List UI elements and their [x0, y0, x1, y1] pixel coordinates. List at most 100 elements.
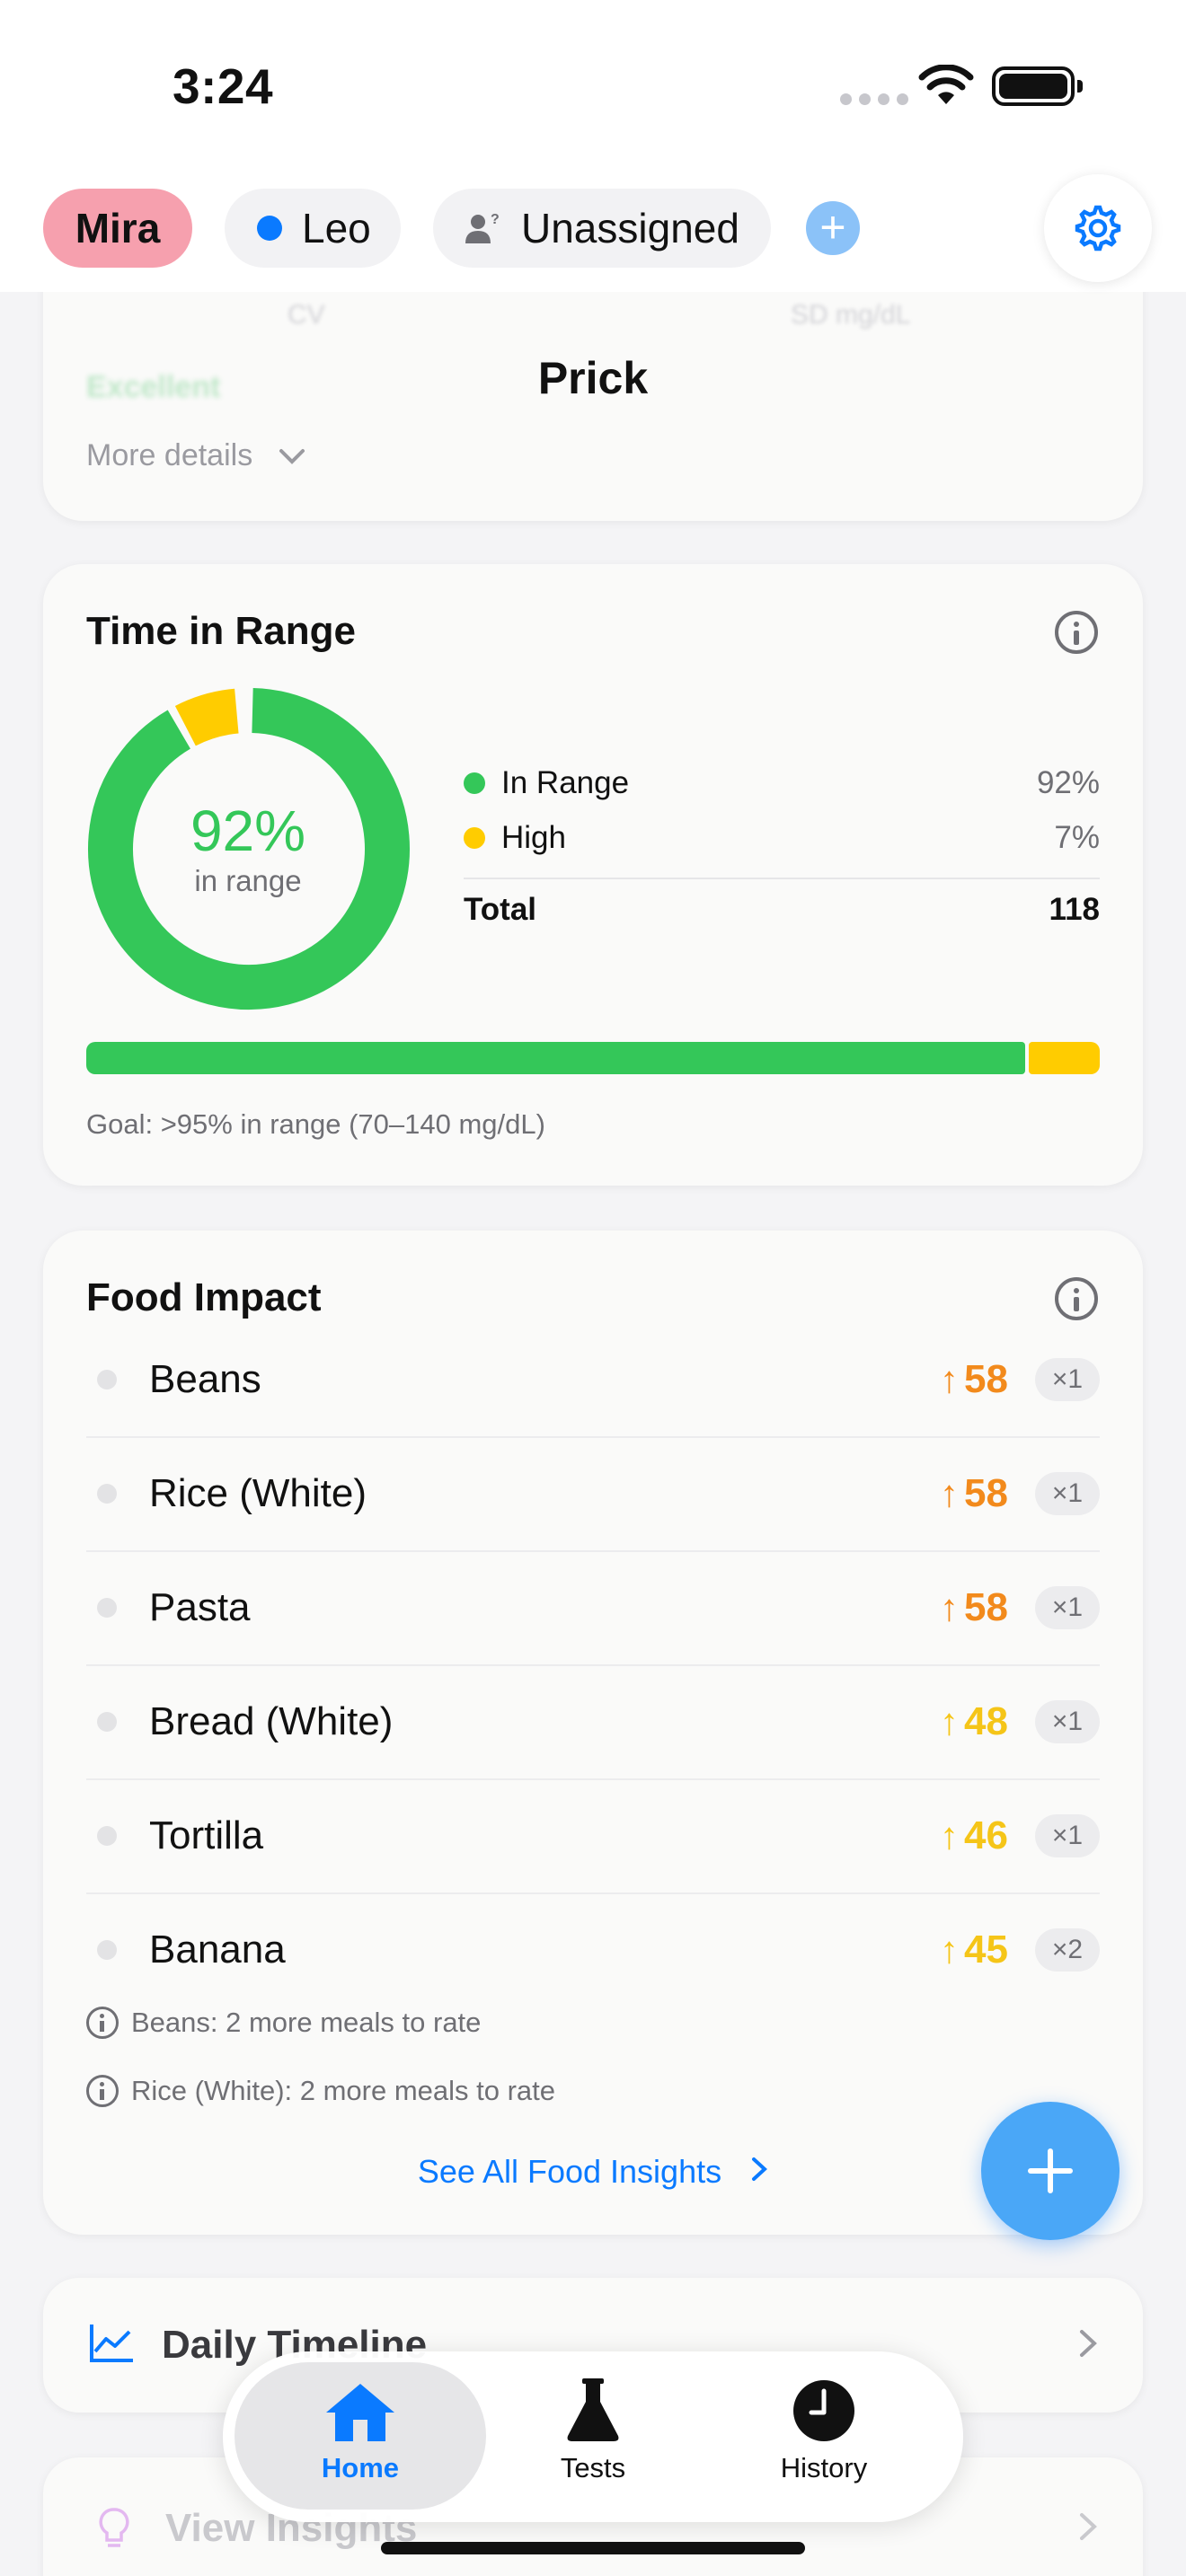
info-icon	[86, 2007, 119, 2039]
legend-value: 92%	[1036, 765, 1100, 800]
arrow-up-icon: ↑	[940, 1928, 960, 1971]
time-in-range-card	[43, 564, 1143, 1186]
arrow-up-icon: ↑	[940, 1471, 960, 1514]
add-entry-button[interactable]	[981, 2102, 1120, 2240]
arrow-up-icon: ↑	[940, 1699, 960, 1742]
rise-value: 58	[964, 1470, 1008, 1515]
unknown-person-icon: ?	[465, 212, 500, 243]
plus-icon	[1028, 2148, 1073, 2193]
cellular-signal-icon	[840, 93, 908, 105]
food-name: Banana	[149, 1927, 286, 1972]
food-bullet	[97, 1939, 117, 1960]
food-bullet	[97, 1597, 117, 1618]
gear-icon	[1075, 205, 1121, 251]
food-divider	[86, 1664, 1100, 1666]
settings-button[interactable]	[1044, 174, 1152, 282]
arrow-up-icon: ↑	[940, 1585, 960, 1628]
food-bullet	[97, 1483, 117, 1504]
battery-icon	[992, 66, 1083, 106]
info-icon[interactable]	[1055, 611, 1098, 654]
food-name: Rice (White)	[149, 1470, 367, 1515]
profile-chip-unassigned[interactable]: ? Unassigned	[433, 189, 771, 268]
food-item-row[interactable]: Tortilla ↑ 46 ×1	[86, 1778, 1100, 1892]
info-icon[interactable]	[1055, 1277, 1098, 1320]
profile-name: Mira	[75, 205, 161, 251]
total-label: Total	[464, 892, 537, 927]
food-item-row[interactable]: Beans ↑ 58 ×1	[86, 1322, 1100, 1436]
food-impact-card	[43, 1231, 1143, 2235]
legend-high: High 7%	[464, 820, 1100, 856]
rise-value: 48	[964, 1698, 1008, 1743]
food-divider	[86, 1892, 1100, 1894]
profile-color-dot	[257, 216, 282, 241]
legend-total: Total 118	[464, 892, 1100, 928]
food-divider	[86, 1550, 1100, 1552]
chevron-right-icon	[752, 2157, 768, 2181]
rise-value: 45	[964, 1927, 1008, 1972]
food-divider	[86, 1436, 1100, 1438]
home-indicator	[381, 2542, 805, 2554]
food-item-row[interactable]: Bread (White) ↑ 48 ×1	[86, 1664, 1100, 1778]
food-note: Beans: 2 more meals to rate	[86, 2007, 481, 2039]
legend-in-range: In Range 92%	[464, 765, 1100, 801]
tab-label: History	[780, 2452, 868, 2483]
glucose-rise: ↑ 58	[940, 1585, 1008, 1630]
profile-chip-leo[interactable]: Leo	[225, 189, 401, 268]
tab-tests[interactable]: Tests	[467, 2362, 719, 2510]
legend-label: In Range	[501, 765, 630, 800]
faded-stat: CV	[288, 300, 325, 330]
food-bullet	[97, 1825, 117, 1846]
food-name: Pasta	[149, 1584, 251, 1629]
food-impact-title: Food Impact	[86, 1275, 322, 1319]
legend-label: High	[501, 820, 566, 855]
arrow-up-icon: ↑	[940, 1357, 960, 1400]
food-name: Bread (White)	[149, 1698, 394, 1743]
more-details-label: More details	[86, 438, 253, 472]
food-item-row[interactable]: Banana ↑ 45 ×2	[86, 1892, 1100, 2007]
food-item-row[interactable]: Pasta ↑ 58 ×1	[86, 1550, 1100, 1664]
add-profile-button[interactable]: +	[806, 201, 860, 255]
donut-in-range-segment	[88, 688, 410, 1010]
donut-high-segment	[174, 688, 240, 746]
rise-value: 58	[964, 1584, 1008, 1629]
meal-count-badge: ×1	[1035, 1813, 1100, 1857]
glucose-rise: ↑ 48	[940, 1699, 1008, 1744]
glucose-rise: ↑ 45	[940, 1928, 1008, 1972]
tab-label: Tests	[560, 2452, 626, 2483]
food-divider	[86, 1778, 1100, 1780]
meal-count-badge: ×1	[1035, 1471, 1100, 1515]
legend-dot	[464, 772, 485, 794]
goal-text: Goal: >95% in range (70–140 mg/dL)	[86, 1108, 545, 1140]
svg-text:?: ?	[491, 212, 500, 227]
flask-icon	[567, 2378, 619, 2441]
food-item-row[interactable]: Rice (White) ↑ 58 ×1	[86, 1436, 1100, 1550]
tab-home[interactable]: Home	[235, 2362, 486, 2510]
total-value: 118	[1049, 892, 1100, 927]
profile-chip-mira[interactable]: Mira	[43, 189, 192, 268]
meal-count-badge: ×1	[1035, 1699, 1100, 1743]
legend-divider	[464, 878, 1100, 879]
rise-value: 46	[964, 1813, 1008, 1857]
see-all-label: See All Food Insights	[417, 2153, 722, 2190]
legend-dot	[464, 827, 485, 849]
chevron-right-icon	[1080, 2330, 1097, 2357]
line-chart-icon	[90, 2325, 133, 2362]
legend-value: 7%	[1054, 820, 1100, 855]
food-bullet	[97, 1711, 117, 1732]
rating-label: Excellent	[86, 370, 221, 404]
clock-icon	[793, 2380, 854, 2441]
food-note: Rice (White): 2 more meals to rate	[86, 2075, 555, 2107]
time-in-range-donut	[88, 688, 410, 1010]
rise-value: 58	[964, 1356, 1008, 1401]
tab-history[interactable]: History	[698, 2362, 950, 2510]
lightbulb-icon	[99, 2508, 129, 2547]
wifi-icon	[918, 65, 974, 104]
time-in-range-bar	[86, 1042, 1100, 1074]
reading-title: Prick	[537, 353, 649, 403]
see-all-food-insights-link[interactable]: See All Food Insights	[0, 2153, 1186, 2191]
status-bar	[0, 0, 1186, 166]
food-name: Tortilla	[149, 1813, 264, 1857]
arrow-up-icon: ↑	[940, 1813, 960, 1857]
food-name: Beans	[149, 1356, 261, 1401]
more-details-toggle[interactable]: More details	[86, 438, 308, 473]
